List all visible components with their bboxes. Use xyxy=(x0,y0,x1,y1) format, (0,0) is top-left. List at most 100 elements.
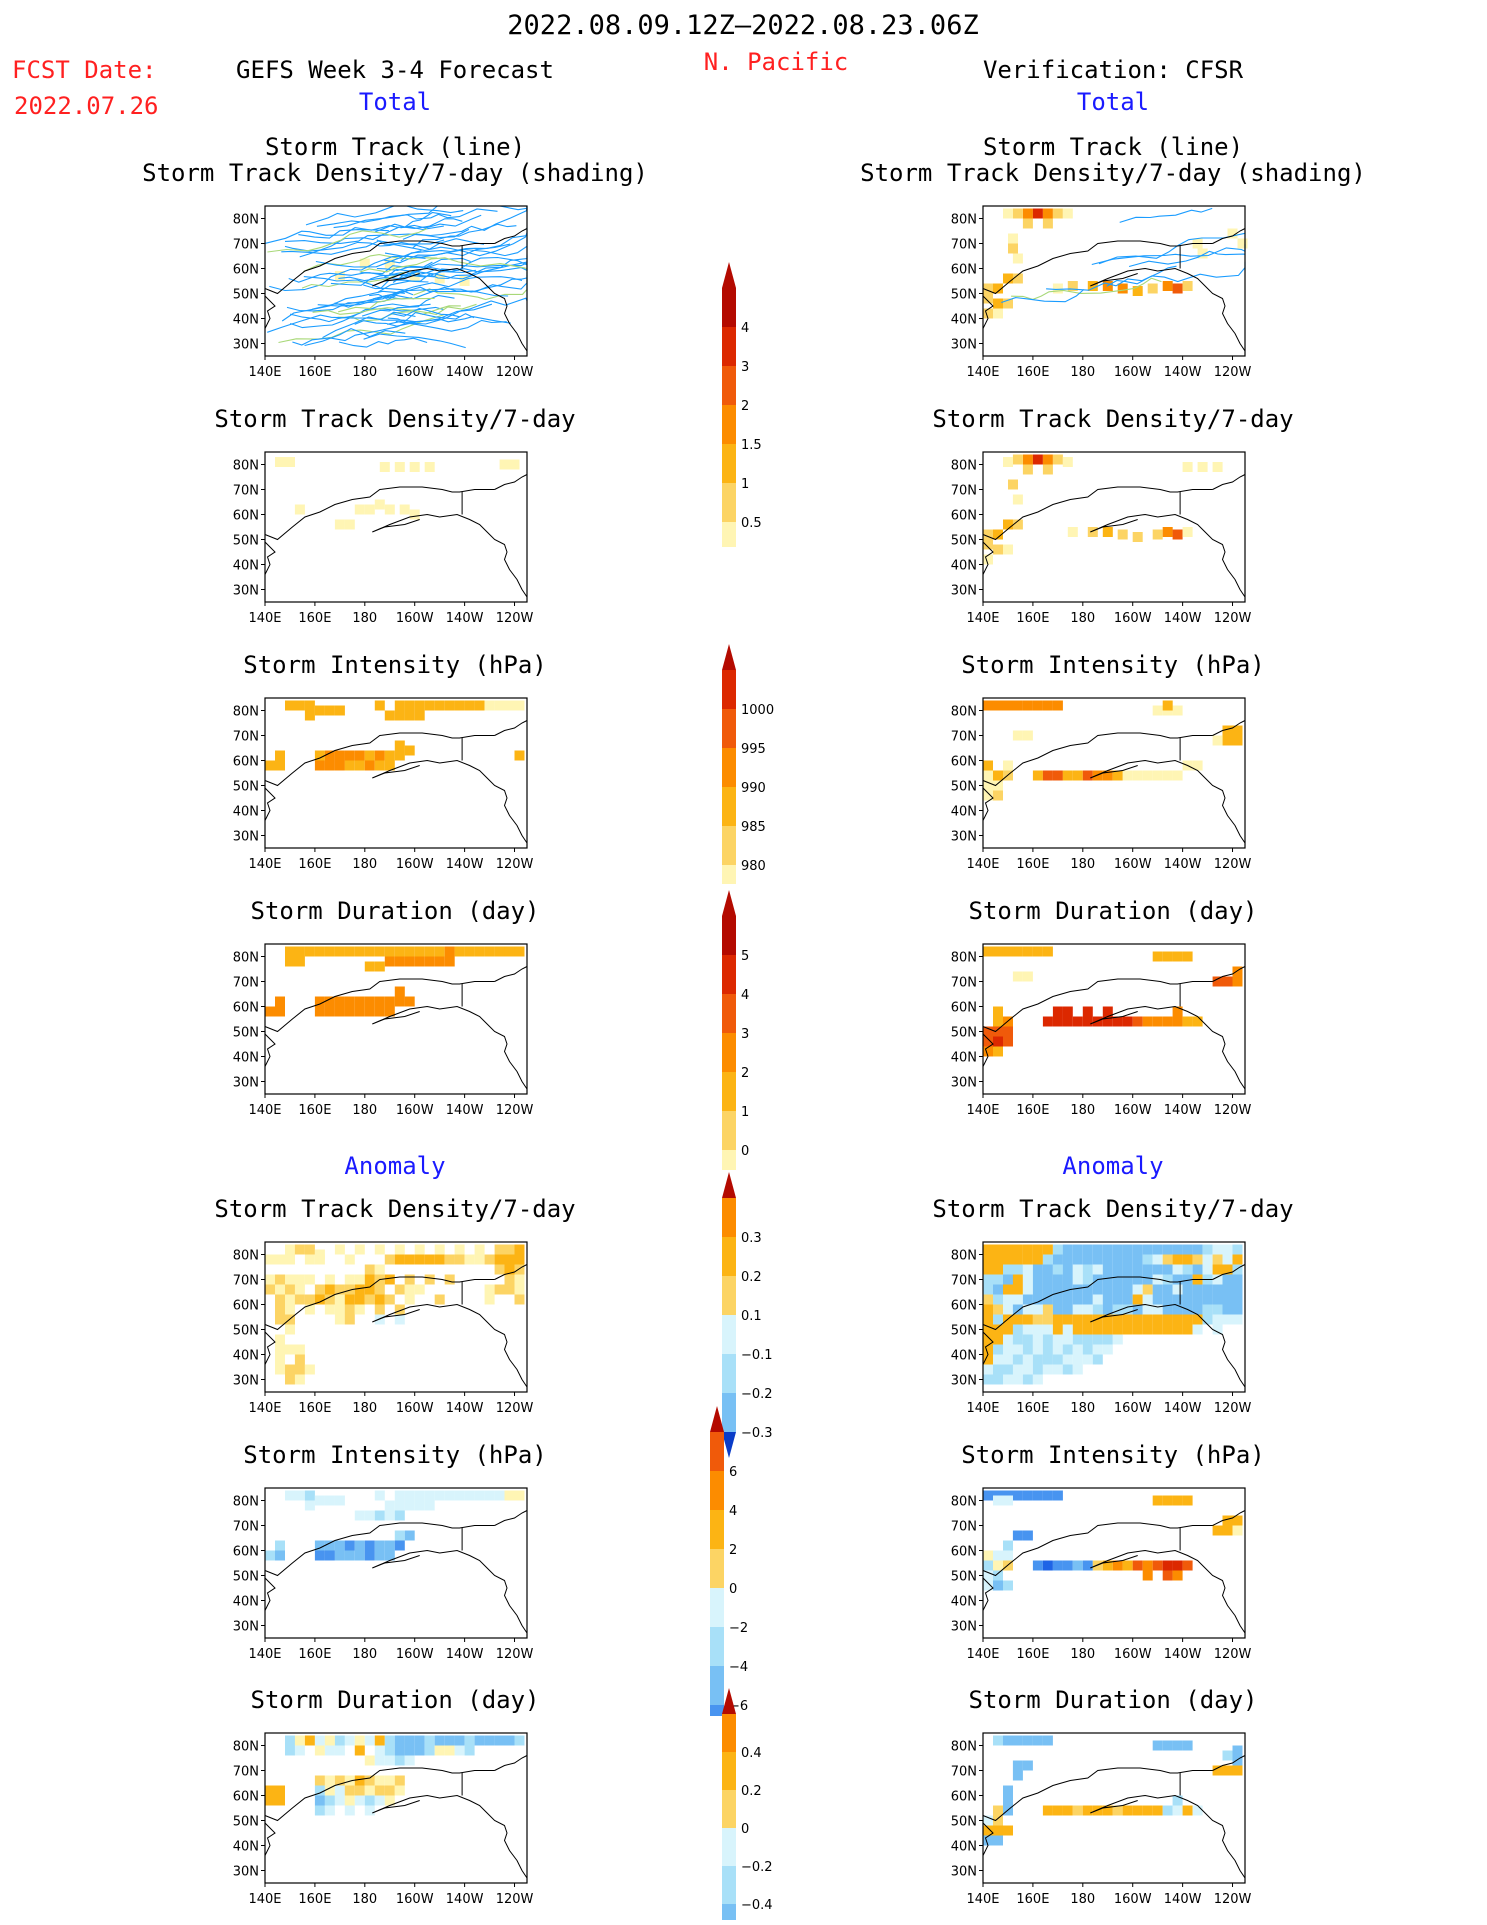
storm-track-line xyxy=(312,303,477,316)
grid-cell xyxy=(494,1244,505,1255)
grid-cell xyxy=(434,1294,445,1305)
x-tick-label: 160W xyxy=(396,857,434,872)
verification-title: Verification: CFSR xyxy=(982,56,1244,84)
y-tick-label: 50N xyxy=(233,1570,259,1585)
grid-cell xyxy=(1122,1016,1133,1027)
grid-cell xyxy=(983,1334,993,1345)
grid-cell xyxy=(394,1490,405,1501)
grid-cell xyxy=(324,1304,335,1315)
colorbar-segment xyxy=(710,1627,724,1666)
grid-cell xyxy=(454,1735,465,1746)
x-tick-label: 160E xyxy=(1016,1401,1049,1416)
grid-cell xyxy=(285,956,295,967)
grid-cell xyxy=(324,1006,335,1017)
grid-cell xyxy=(1162,1314,1173,1325)
grid-cell xyxy=(1192,1805,1203,1816)
grid-cell xyxy=(1022,218,1033,229)
storm-track-line xyxy=(1046,265,1177,291)
grid-cell xyxy=(374,1294,385,1305)
grid-cell xyxy=(494,1254,505,1265)
grid-cell xyxy=(1222,735,1233,746)
grid-cell xyxy=(1222,1525,1233,1536)
grid-cell xyxy=(983,1344,993,1355)
y-tick-label: 40N xyxy=(951,1349,977,1364)
grid-cell xyxy=(1182,1314,1193,1325)
grid-cell xyxy=(424,700,435,711)
grid-cell xyxy=(1003,1264,1013,1275)
grid-cell xyxy=(504,1284,515,1295)
grid-cell xyxy=(1022,1294,1033,1305)
colorbar-segment xyxy=(722,1150,736,1170)
x-tick-label: 160E xyxy=(1016,1103,1049,1118)
grid-cell xyxy=(1212,1525,1223,1536)
grid-cell xyxy=(983,529,993,540)
y-tick-label: 50N xyxy=(233,780,259,795)
plot-area xyxy=(983,206,1245,356)
storm-track-line xyxy=(400,214,482,229)
grid-cell xyxy=(1012,1244,1023,1255)
x-tick-label: 160W xyxy=(1114,1401,1152,1416)
grid-cell xyxy=(314,1805,325,1816)
grid-cell xyxy=(1232,976,1243,987)
colorbar-label: 0 xyxy=(741,1144,749,1159)
panel-title-density-right: Storm Track Density/7-day xyxy=(932,405,1294,433)
grid-cell xyxy=(1022,1274,1033,1285)
colorbar-segment xyxy=(722,1904,736,1920)
grid-cell xyxy=(294,1274,305,1285)
grid-cell xyxy=(304,946,315,957)
y-tick-label: 50N xyxy=(233,1324,259,1339)
storm-track-line xyxy=(1098,232,1246,265)
grid-cell xyxy=(1152,1244,1163,1255)
grid-cell xyxy=(1042,946,1053,957)
grid-cell xyxy=(983,770,993,781)
grid-cell xyxy=(324,705,335,716)
grid-cell xyxy=(265,1006,275,1017)
grid-cell xyxy=(1042,1490,1053,1501)
grid-cell xyxy=(374,499,385,510)
colorbar-label: 2 xyxy=(729,1543,737,1558)
y-tick-label: 50N xyxy=(951,1026,977,1041)
grid-cell xyxy=(1052,1560,1063,1571)
colorbar-label: 4 xyxy=(741,321,749,336)
grid-cell xyxy=(1142,1254,1153,1265)
grid-cell xyxy=(1082,1304,1093,1315)
grid-cell xyxy=(1142,1274,1153,1285)
grid-cell xyxy=(265,1795,275,1806)
colorbar-segment xyxy=(722,1866,736,1904)
storm-track-line xyxy=(316,208,498,227)
x-tick-label: 160E xyxy=(298,365,331,380)
grid-cell xyxy=(1162,1324,1173,1335)
plot-frame xyxy=(982,697,1246,849)
grid-cell xyxy=(374,961,385,972)
grid-cell xyxy=(993,1314,1003,1325)
grid-cell xyxy=(1082,1006,1093,1017)
grid-cell xyxy=(474,1735,485,1746)
x-tick-label: 160W xyxy=(396,1401,434,1416)
grid-cell xyxy=(514,1490,525,1501)
grid-cell xyxy=(275,1550,285,1561)
grid-cell xyxy=(364,1735,375,1746)
anomaly-label-left: Anomaly xyxy=(344,1152,446,1180)
grid-cell xyxy=(1052,1016,1063,1027)
colorbar-label: −4 xyxy=(729,1660,748,1675)
grid-cell xyxy=(285,1304,295,1315)
grid-cell xyxy=(1162,1560,1173,1571)
grid-cell xyxy=(304,710,315,721)
grid-cell xyxy=(294,504,305,515)
y-tick-label: 40N xyxy=(233,559,259,574)
grid-cell xyxy=(1022,1334,1033,1345)
grid-cell xyxy=(1042,1264,1053,1275)
x-tick-label: 160W xyxy=(396,1892,434,1907)
grid-cell xyxy=(1032,1490,1043,1501)
grid-cell xyxy=(1202,1264,1213,1275)
x-tick-label: 140W xyxy=(446,1103,484,1118)
grid-cell xyxy=(394,1254,405,1265)
grid-cell xyxy=(334,1294,345,1305)
grid-cell xyxy=(1072,1354,1083,1365)
grid-cell xyxy=(1082,1294,1093,1305)
grid-cell xyxy=(1162,1274,1173,1285)
grid-cell xyxy=(983,1580,993,1591)
grid-cell xyxy=(1102,770,1113,781)
grid-cell xyxy=(1212,1324,1223,1335)
y-tick-label: 60N xyxy=(233,1790,259,1805)
